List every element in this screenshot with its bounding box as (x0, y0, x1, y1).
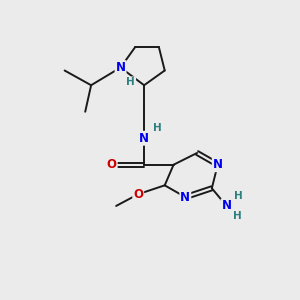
Text: H: H (234, 190, 243, 201)
Text: H: H (233, 211, 242, 221)
Text: N: N (222, 200, 232, 212)
Text: N: N (139, 132, 149, 145)
Text: O: O (107, 158, 117, 171)
Text: N: N (180, 190, 190, 204)
Text: N: N (213, 158, 223, 171)
Text: H: H (127, 77, 135, 87)
Text: O: O (133, 188, 143, 201)
Text: H: H (153, 123, 162, 133)
Text: N: N (116, 61, 126, 74)
